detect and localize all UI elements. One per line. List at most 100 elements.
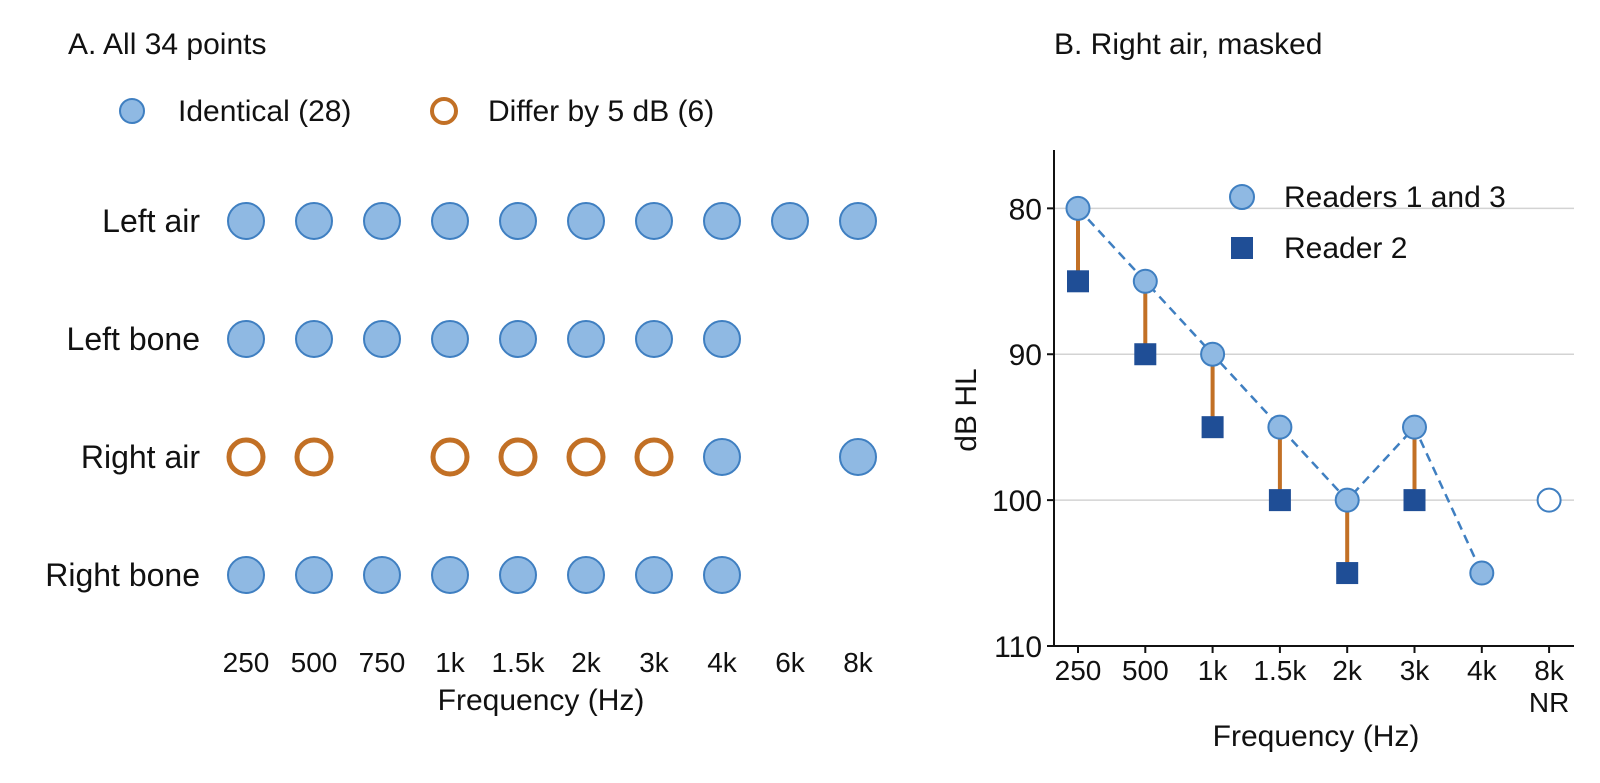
- panel-a-row-labels: Left air Left bone Right air Right bone: [45, 203, 200, 593]
- panel-b-markers: [1065, 195, 1562, 586]
- point-identical: [703, 556, 741, 594]
- point-differ: [634, 437, 674, 477]
- point-identical: [363, 202, 401, 240]
- legend-differ-marker: [430, 97, 458, 125]
- panel-b-y-axis-label: dB HL: [950, 368, 983, 451]
- x-tick-label: 500: [291, 647, 338, 678]
- panel-a-points: [226, 202, 877, 594]
- point-identical: [567, 202, 605, 240]
- panel-a-legend: Identical (28) Differ by 5 dB (6): [119, 95, 714, 128]
- x-tick-label: 6k: [775, 647, 806, 678]
- marker-readers-1-3: [1200, 341, 1226, 367]
- panel-a: A. All 34 points Identical (28) Differ b…: [45, 28, 877, 717]
- marker-readers-1-3: [1267, 414, 1293, 440]
- point-identical: [431, 202, 469, 240]
- x-tick-label: 4k: [1467, 655, 1498, 686]
- panel-a-x-tick-labels: 250 500 750 1k 1.5k 2k 3k 4k 6k 8k: [223, 647, 874, 678]
- point-differ: [294, 437, 334, 477]
- legend-differ-label: Differ by 5 dB (6): [488, 95, 714, 128]
- y-tick-label: 110: [994, 631, 1042, 664]
- panel-b-axes: [1047, 150, 1574, 653]
- point-identical: [839, 202, 877, 240]
- y-tick-label: 90: [1009, 339, 1042, 372]
- point-differ: [566, 437, 606, 477]
- x-tick-label: 1k: [435, 647, 466, 678]
- x-tick-label: 1.5k: [492, 647, 546, 678]
- x-tick-label: 2k: [1332, 655, 1363, 686]
- panel-b-x-axis-label: Frequency (Hz): [1213, 720, 1420, 753]
- x-tick-label: 4k: [707, 647, 738, 678]
- series-readers-1-3-line: [1077, 207, 1483, 574]
- point-identical: [499, 556, 537, 594]
- legend-reader-2-label: Reader 2: [1284, 232, 1407, 265]
- legend-identical-label: Identical (28): [178, 95, 351, 128]
- row-label-right-bone: Right bone: [45, 557, 200, 593]
- marker-reader-2: [1134, 343, 1157, 366]
- legend-readers-1-3-label: Readers 1 and 3: [1284, 181, 1506, 214]
- x-tick-label: 750: [359, 647, 406, 678]
- marker-readers-1-3: [1132, 268, 1158, 294]
- panel-b: B. Right air, masked 80 90 100 110 250 500 1k…: [950, 28, 1574, 753]
- point-identical: [295, 556, 333, 594]
- legend-reader-2-marker: [1231, 237, 1253, 259]
- row-label-left-bone: Left bone: [67, 321, 200, 357]
- point-identical: [499, 202, 537, 240]
- point-identical: [295, 202, 333, 240]
- panel-b-title: B. Right air, masked: [1054, 28, 1322, 61]
- panel-b-series-line: [1077, 207, 1483, 574]
- marker-reader-2: [1201, 416, 1224, 439]
- x-tick-sublabel: NR: [1529, 687, 1569, 718]
- legend-identical-marker: [119, 98, 145, 124]
- point-identical: [839, 438, 877, 476]
- point-identical: [363, 556, 401, 594]
- panel-b-y-tick-labels: 80 90 100 110: [992, 193, 1042, 664]
- point-identical: [567, 320, 605, 358]
- row-label-right-air: Right air: [81, 439, 201, 475]
- point-identical: [567, 556, 605, 594]
- panel-b-legend: Readers 1 and 3 Reader 2: [1229, 181, 1506, 265]
- point-differ: [226, 437, 266, 477]
- marker-reader-2: [1067, 270, 1089, 293]
- y-tick-label: 80: [1009, 193, 1042, 226]
- point-identical: [635, 556, 673, 594]
- point-identical: [363, 320, 401, 358]
- x-tick-label: 500: [1122, 655, 1169, 686]
- point-identical: [227, 202, 265, 240]
- x-tick-label: 250: [1055, 655, 1102, 686]
- row-label-left-air: Left air: [102, 203, 200, 239]
- point-identical: [431, 320, 469, 358]
- x-tick-label: 1.5k: [1253, 655, 1307, 686]
- point-identical: [227, 556, 265, 594]
- point-differ: [430, 437, 470, 477]
- panel-a-x-axis-label: Frequency (Hz): [438, 684, 645, 717]
- point-identical: [635, 202, 673, 240]
- marker-no-response: [1536, 487, 1562, 513]
- point-identical: [227, 320, 265, 358]
- point-identical: [431, 556, 469, 594]
- x-tick-label: 3k: [1400, 655, 1431, 686]
- marker-readers-1-3: [1334, 487, 1360, 513]
- point-identical: [499, 320, 537, 358]
- x-tick-label: 1k: [1198, 655, 1229, 686]
- point-identical: [771, 202, 809, 240]
- y-tick-label: 100: [992, 485, 1042, 518]
- point-differ: [498, 437, 538, 477]
- x-tick-label: 2k: [571, 647, 602, 678]
- legend-readers-1-3-marker: [1229, 184, 1255, 210]
- x-tick-label: 8k: [843, 647, 874, 678]
- point-identical: [703, 320, 741, 358]
- point-identical: [635, 320, 673, 358]
- marker-readers-1-3: [1402, 414, 1427, 440]
- marker-readers-1-3: [1065, 195, 1091, 221]
- x-tick-label: 8k: [1534, 655, 1565, 686]
- point-identical: [703, 202, 741, 240]
- x-tick-label: 3k: [639, 647, 670, 678]
- marker-readers-1-3: [1469, 560, 1495, 586]
- point-identical: [295, 320, 333, 358]
- marker-reader-2: [1336, 562, 1359, 585]
- marker-reader-2: [1403, 489, 1426, 512]
- panel-a-title: A. All 34 points: [68, 28, 266, 61]
